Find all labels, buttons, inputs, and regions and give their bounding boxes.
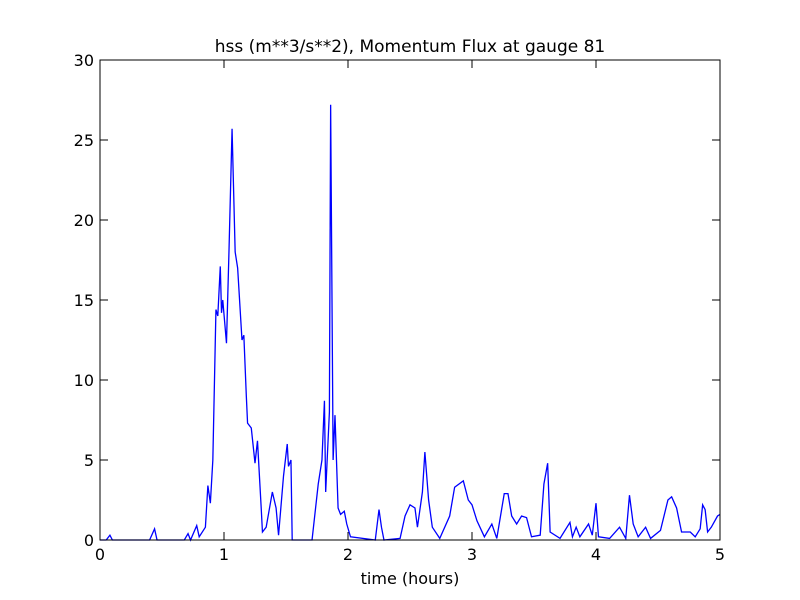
x-tick-label: 4: [591, 545, 601, 564]
chart-title: hss (m**3/s**2), Momentum Flux at gauge …: [215, 37, 606, 57]
x-tick-label: 0: [95, 545, 105, 564]
y-tick-label: 15: [74, 291, 94, 310]
x-tick-label: 3: [467, 545, 477, 564]
y-tick-label: 30: [74, 51, 94, 70]
y-tick-label: 20: [74, 211, 94, 230]
x-tick-label: 2: [343, 545, 353, 564]
y-tick-label: 10: [74, 371, 94, 390]
x-axis-label: time (hours): [361, 569, 460, 588]
y-tick-label: 0: [84, 531, 94, 550]
x-tick-label: 1: [219, 545, 229, 564]
y-tick-label: 25: [74, 131, 94, 150]
x-tick-label: 5: [715, 545, 725, 564]
y-tick-label: 5: [84, 451, 94, 470]
